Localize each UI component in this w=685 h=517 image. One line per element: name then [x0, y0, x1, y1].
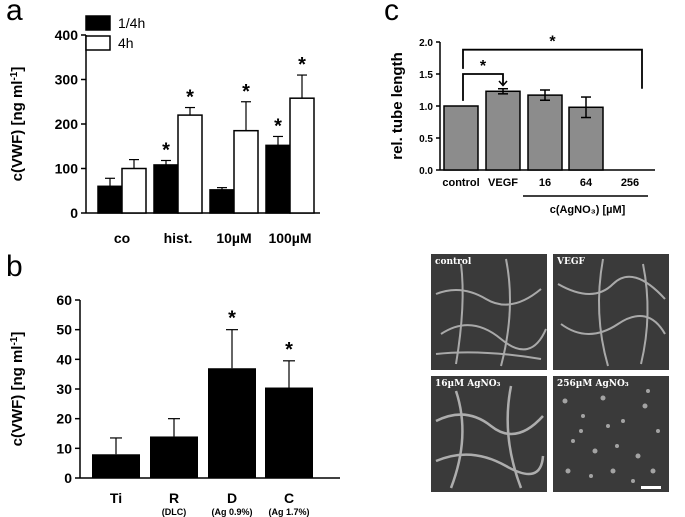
significance-bracket [462, 48, 643, 89]
significance-star: * [298, 54, 306, 76]
x-tick-label: 100µM [268, 230, 311, 246]
significance-star: * [228, 308, 236, 330]
bar-quarter-h [153, 164, 179, 214]
x-tick-label: co [114, 230, 130, 246]
micrograph-control: control [431, 254, 547, 370]
bar-quarter-h [265, 144, 291, 214]
significance-star: * [285, 339, 293, 361]
legend-swatch [85, 35, 111, 51]
x-tick-sublabel: (Ag 0.9%) [211, 507, 252, 517]
x-tick-label: control [442, 177, 479, 189]
legend-label: 1/4h [118, 15, 145, 31]
significance-star: * [162, 139, 170, 161]
bar [527, 94, 563, 171]
micrograph-256um: 256µM AgNO₃ [553, 376, 669, 492]
micrograph-16um-texture [435, 385, 545, 489]
significance-star: * [549, 34, 556, 51]
y-axis-label: c(VWF) [ng ml-1] [9, 332, 27, 447]
x-tick-label: 10µM [216, 230, 251, 246]
micrograph-label: control [435, 257, 472, 267]
y-tick-label: 0.5 [419, 134, 433, 145]
bracket-arrow [498, 80, 508, 87]
bar [443, 105, 479, 171]
chart-a: 0 100 200 300 400 c(VWF) [ng ml-1] co hist. 10µM… [9, 15, 320, 246]
x-tick-label: 256 [621, 177, 639, 189]
bar-4h [121, 167, 147, 214]
group-label: c(AgNO₃) [µM] [550, 204, 626, 216]
micrograph-16um: 16µM AgNO₃ [431, 376, 547, 492]
significance-bracket [462, 73, 504, 101]
bar-quarter-h [97, 185, 123, 214]
legend-swatch [85, 15, 111, 31]
x-tick-label: VEGF [488, 177, 518, 189]
bar [265, 387, 313, 478]
y-tick-label: 200 [55, 116, 79, 132]
y-tick-label: 10 [56, 440, 72, 456]
x-tick-label: R [169, 490, 179, 506]
micrograph-vegf: VEGF [553, 254, 669, 370]
bar-4h [233, 129, 259, 214]
micrograph-control-texture [435, 258, 547, 367]
scale-bar [641, 486, 661, 489]
micrograph-label: 16µM AgNO₃ [435, 379, 501, 389]
panel-letter-b: b [6, 250, 23, 283]
significance-star: * [242, 81, 250, 103]
bar [485, 90, 521, 171]
x-tick-label: C [284, 490, 294, 506]
y-tick-label: 300 [55, 72, 79, 88]
y-tick-label: 400 [55, 27, 79, 43]
y-axis-label: c(VWF) [ng ml-1] [9, 67, 27, 182]
x-tick-sublabel: (DLC) [162, 507, 187, 517]
legend-label: 4h [118, 35, 134, 51]
x-tick-label: hist. [164, 230, 193, 246]
micrograph-label: VEGF [557, 257, 585, 267]
x-tick-label: 64 [580, 177, 593, 189]
bar [208, 368, 256, 478]
y-axis-label: rel. tube length [390, 52, 406, 160]
micrograph-256um-texture [562, 389, 661, 489]
bar-4h [177, 114, 203, 214]
panel-letter-a: a [6, 0, 23, 27]
significance-star: * [186, 87, 194, 109]
y-tick-label: 0 [70, 205, 78, 221]
bar [92, 454, 140, 478]
micrograph-vegf-texture [557, 258, 666, 367]
x-tick-label: 16 [539, 177, 551, 189]
significance-star: * [274, 115, 282, 137]
x-tick-label: D [227, 490, 237, 506]
y-tick-label: 30 [56, 381, 72, 397]
significance-star: * [480, 58, 487, 75]
y-tick-label: 0 [64, 470, 72, 486]
y-tick-label: 60 [56, 292, 72, 308]
y-tick-label: 20 [56, 411, 72, 427]
chart-c: 0.0 0.5 1.0 1.5 2.0 rel. tube length control VE… [390, 34, 655, 216]
y-tick-label: 40 [56, 351, 72, 367]
x-tick-sublabel: (Ag 1.7%) [268, 507, 309, 517]
y-tick-label: 1.5 [419, 70, 433, 81]
bar-4h [289, 97, 315, 214]
y-tick-label: 1.0 [419, 102, 433, 113]
panel-letter-c: c [384, 0, 399, 27]
y-tick-label: 50 [56, 322, 72, 338]
bar-quarter-h [209, 189, 235, 214]
bar [150, 436, 198, 478]
y-tick-label: 2.0 [419, 38, 433, 49]
micrograph-label: 256µM AgNO₃ [557, 379, 629, 389]
y-tick-label: 0.0 [419, 166, 433, 177]
x-tick-label: Ti [110, 490, 122, 506]
y-tick-label: 100 [55, 161, 79, 177]
